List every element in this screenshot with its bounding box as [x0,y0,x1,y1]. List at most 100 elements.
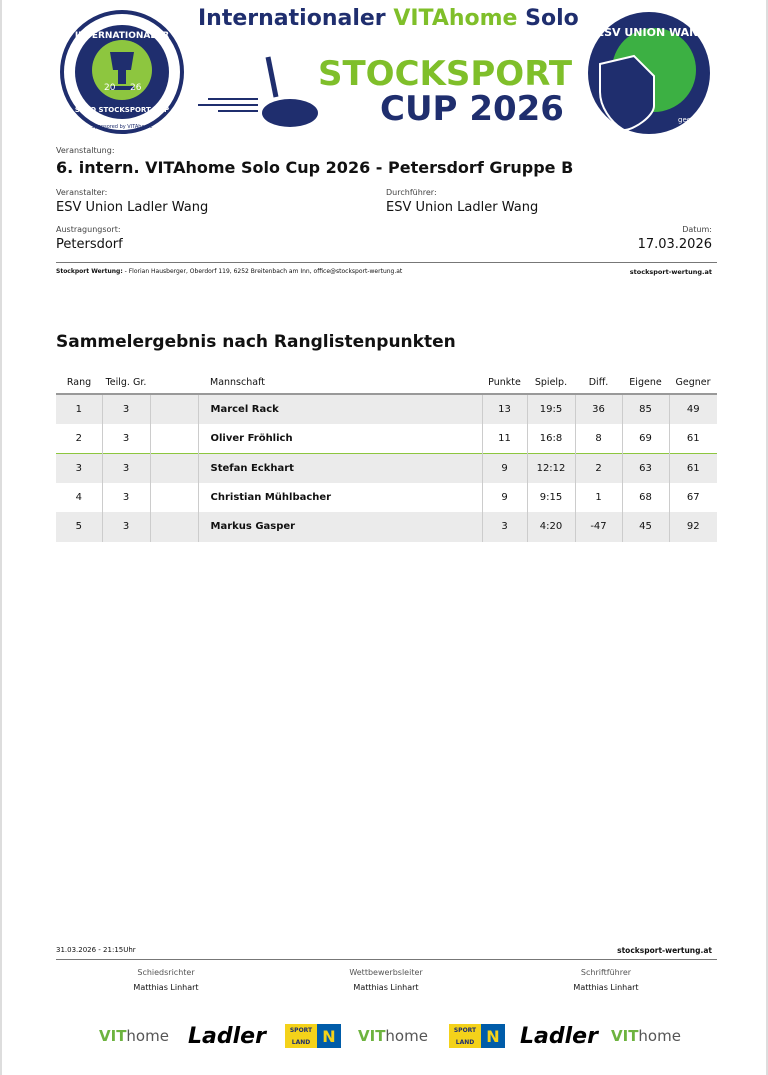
cell-punkte: 3 [481,512,527,542]
cell-spielp: 12:12 [526,452,575,483]
col-punkte: Punkte [482,372,527,395]
cell-punkte: 9 [481,452,527,483]
cup-logo: 20 26 INTERNATIONALER SOLO STOCKSPORT CUP… [60,10,184,134]
cell-mannschaft: Oliver Fröhlich [197,423,482,453]
signature-schiedsrichter: Schiedsrichter Matthias Linhart [133,968,199,992]
cell-gegner: 49 [668,394,717,424]
cell-eigene: 68 [621,482,669,512]
cell-mannschaft: Marcel Rack [197,394,482,424]
divider [56,262,717,263]
sponsor-vitahome: VIT home [611,1027,681,1045]
col-gegner: Gegner [669,372,717,395]
cell-spielp: 9:15 [526,482,575,512]
svg-text:INTERNATIONALER: INTERNATIONALER [75,31,169,41]
svg-text:gegr. 1975: gegr. 1975 [678,116,712,124]
ort-value: Petersdorf [56,237,123,252]
svg-text:20: 20 [104,83,116,93]
banner-line1: Internationaler VITAhome Solo [198,6,579,31]
table-row: 4 3 Christian Mühlbacher 9 9:15 1 68 67 [56,482,717,512]
section-title: Sammelergebnis nach Ranglistenpunkten [56,332,456,352]
table-row: 2 3 Oliver Fröhlich 11 16:8 8 69 61 [56,423,717,453]
ranking-table: Rang Teilg. Gr. Mannschaft Punkte Spielp… [56,372,717,542]
datum-label: Datum: [682,225,712,234]
table-header: Rang Teilg. Gr. Mannschaft Punkte Spielp… [56,372,717,395]
signature-schriftfuehrer: Schriftführer Matthias Linhart [573,968,639,992]
sponsor-sportland: SPORT LAND N [285,1022,341,1050]
table-row: 3 3 Stefan Eckhart 9 12:12 2 63 61 [56,452,717,483]
cell-eigene: 69 [621,423,669,453]
table-row: 5 3 Markus Gasper 3 4:20 -47 45 92 [56,512,717,542]
cell-punkte: 9 [481,482,527,512]
cell-spielp: 19:5 [526,394,575,424]
col-teilg: Teilg. Gr. [102,372,150,395]
datum-value: 17.03.2026 [637,237,712,252]
cell-diff: 36 [574,394,622,424]
stock-icon [198,56,318,127]
cell-spielp: 4:20 [526,512,575,542]
sponsor-vitahome: VIT home [99,1027,169,1045]
footer-site[interactable]: stocksport-wertung.at [617,946,712,955]
cell-gegner: 67 [668,482,717,512]
durchfuehrer-label: Durchführer: [386,188,437,197]
banner-line2: STOCKSPORT [318,54,573,94]
cell-eigene: 85 [621,394,669,424]
cell-teilg: 3 [101,423,150,453]
svg-text:SOLO STOCKSPORT CUP: SOLO STOCKSPORT CUP [75,106,169,114]
ort-label: Austragungsort: [56,225,121,234]
col-spielp: Spielp. [527,372,575,395]
event-title: 6. intern. VITAhome Solo Cup 2026 - Pete… [56,158,574,177]
cell-eigene: 63 [621,452,669,483]
cell-mannschaft: Stefan Eckhart [197,452,482,483]
info-line: Stockport Wertung: - Florian Hausberger,… [56,268,403,275]
cell-empty [149,452,198,483]
durchfuehrer-value: ESV Union Ladler Wang [386,200,539,215]
svg-text:26: 26 [130,83,142,93]
cell-diff: 2 [574,452,622,483]
banner-line3: CUP 2026 [380,89,564,129]
table-row: 1 3 Marcel Rack 13 19:5 36 85 49 [56,394,717,424]
veranstalter-label: Veranstalter: [56,188,108,197]
cell-mannschaft: Christian Mühlbacher [197,482,482,512]
col-eigene: Eigene [622,372,669,395]
cell-eigene: 45 [621,512,669,542]
cell-teilg: 3 [101,452,150,483]
signature-wettbewerbsleiter: Wettbewerbsleiter Matthias Linhart [349,968,423,992]
cell-spielp: 16:8 [526,423,575,453]
sponsor-ladler: Ladler [520,1023,598,1049]
cell-punkte: 13 [481,394,527,424]
veranstaltung-label: Veranstaltung: [56,146,115,155]
cell-rang: 3 [56,452,102,483]
print-timestamp: 31.03.2026 - 21:15Uhr [56,946,136,954]
cell-punkte: 11 [481,423,527,453]
site-link[interactable]: stocksport-wertung.at [629,268,712,276]
cell-empty [149,394,198,424]
svg-text:ESV UNION WANG: ESV UNION WANG [597,26,708,39]
cell-teilg: 3 [101,512,150,542]
cell-mannschaft: Markus Gasper [197,512,482,542]
cell-empty [149,482,198,512]
cell-rang: 5 [56,512,102,542]
cell-teilg: 3 [101,482,150,512]
cell-gegner: 61 [668,423,717,453]
veranstalter-value: ESV Union Ladler Wang [56,200,209,215]
col-diff: Diff. [575,372,622,395]
cell-empty [149,423,198,453]
cell-diff: -47 [574,512,622,542]
cell-gegner: 61 [668,452,717,483]
footer-divider [56,959,717,960]
club-logo: ESV UNION WANG gegr. 1975 [588,12,712,134]
col-rang: Rang [56,372,102,395]
cell-teilg: 3 [101,394,150,424]
sponsor-ladler: Ladler [188,1023,266,1049]
cell-rang: 2 [75,432,82,444]
svg-text:Sponsored by VITAhome: Sponsored by VITAhome [92,124,153,130]
cell-diff: 1 [574,482,622,512]
sponsor-sportland: SPORT LAND N [449,1022,505,1050]
cell-gegner: 92 [668,512,717,542]
cell-rang: 4 [75,491,82,503]
sponsor-vitahome: VIT home [358,1027,428,1045]
cell-rang: 1 [56,394,102,424]
cell-empty [149,512,198,542]
col-empty [150,372,198,395]
col-mannschaft: Mannschaft [198,372,482,395]
